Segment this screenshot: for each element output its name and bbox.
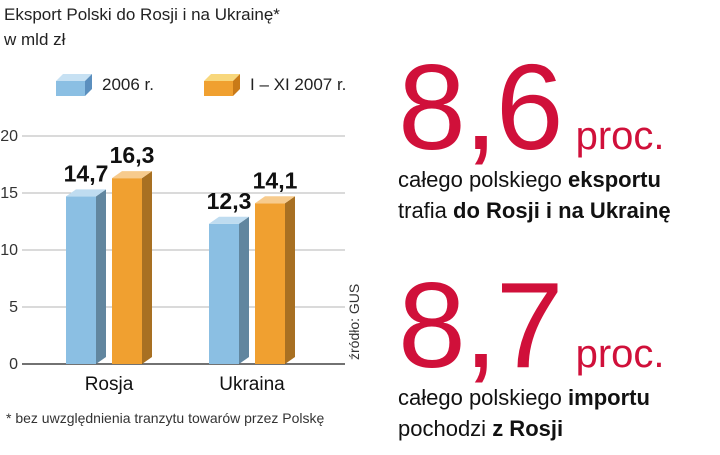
stat-import: 8,7 proc. całego polskiego importu pochod… (398, 264, 665, 444)
chart-subtitle: w mld zł (4, 30, 66, 49)
chart-title-block: Eksport Polski do Rosji i na Ukrainę* w … (4, 2, 280, 52)
bar-side (142, 171, 152, 364)
stat-import-line2-bold: z Rosji (492, 416, 564, 441)
category-label: Rosja (85, 374, 134, 395)
bar-side (96, 189, 106, 364)
stat-import-line2: pochodzi z Rosji (398, 413, 665, 444)
bar (255, 203, 285, 364)
legend-label-2007: I – XI 2007 r. (250, 75, 347, 94)
legend-label-2006: 2006 r. (102, 75, 154, 94)
bar (209, 223, 239, 364)
bar-top (112, 171, 152, 179)
bar (112, 178, 142, 364)
bar-chart: 0 5 10 15 20 14,716,3 Rosja 12,314,1 Ukraina (0, 128, 345, 395)
bar (66, 196, 96, 364)
data-label: 12,3 (207, 188, 252, 214)
stat-import-figure: 8,7 proc. (398, 264, 665, 386)
stat-import-line1-prefix: całego polskiego (398, 385, 569, 410)
stat-export-line2-bold: do Rosji i na Ukrainę (453, 198, 671, 223)
legend-swatch-orange-icon (204, 74, 240, 96)
y-tick-label: 0 (9, 356, 18, 373)
stat-export-line1-prefix: całego polskiego (398, 167, 569, 192)
data-label: 16,3 (110, 142, 155, 168)
y-tick-label: 10 (0, 242, 18, 259)
bar-side (285, 196, 295, 364)
source-label: źródło: GUS (346, 283, 362, 360)
stat-import-line1: całego polskiego importu (398, 382, 665, 413)
stat-import-line2-prefix: pochodzi (398, 416, 493, 441)
category-label: Ukraina (219, 374, 285, 395)
stat-export: 8,6 proc. całego polskiego eksportu trafi… (398, 46, 671, 226)
stat-import-unit: proc. (575, 332, 665, 376)
legend-item-2006: 2006 r. (54, 72, 154, 98)
y-tick-label: 20 (0, 128, 18, 145)
bar-side (239, 216, 249, 364)
stat-export-line2: trafia do Rosji i na Ukrainę (398, 195, 671, 226)
data-label: 14,1 (253, 167, 298, 193)
bar-top (66, 189, 106, 197)
stat-export-figure: 8,6 proc. (398, 46, 671, 168)
bar-top (209, 216, 249, 224)
stat-export-line2-prefix: trafia (398, 198, 454, 223)
stat-export-line1: całego polskiego eksportu (398, 164, 671, 195)
chart-title: Eksport Polski do Rosji i na Ukrainę* (4, 5, 280, 24)
data-label: 14,7 (64, 160, 109, 186)
y-tick-label: 5 (9, 299, 18, 316)
legend-item-2007: I – XI 2007 r. (202, 72, 346, 98)
bar-top (255, 196, 295, 204)
stat-export-number: 8,6 (398, 39, 564, 175)
stat-import-number: 8,7 (398, 257, 564, 393)
footnote: * bez uwzględnienia tranzytu towarów prz… (6, 410, 325, 426)
stat-import-line1-bold: importu (568, 385, 650, 410)
stat-export-unit: proc. (575, 114, 665, 158)
stat-export-line1-bold: eksportu (568, 167, 661, 192)
y-tick-label: 15 (0, 185, 18, 202)
legend-swatch-blue-icon (56, 74, 92, 96)
